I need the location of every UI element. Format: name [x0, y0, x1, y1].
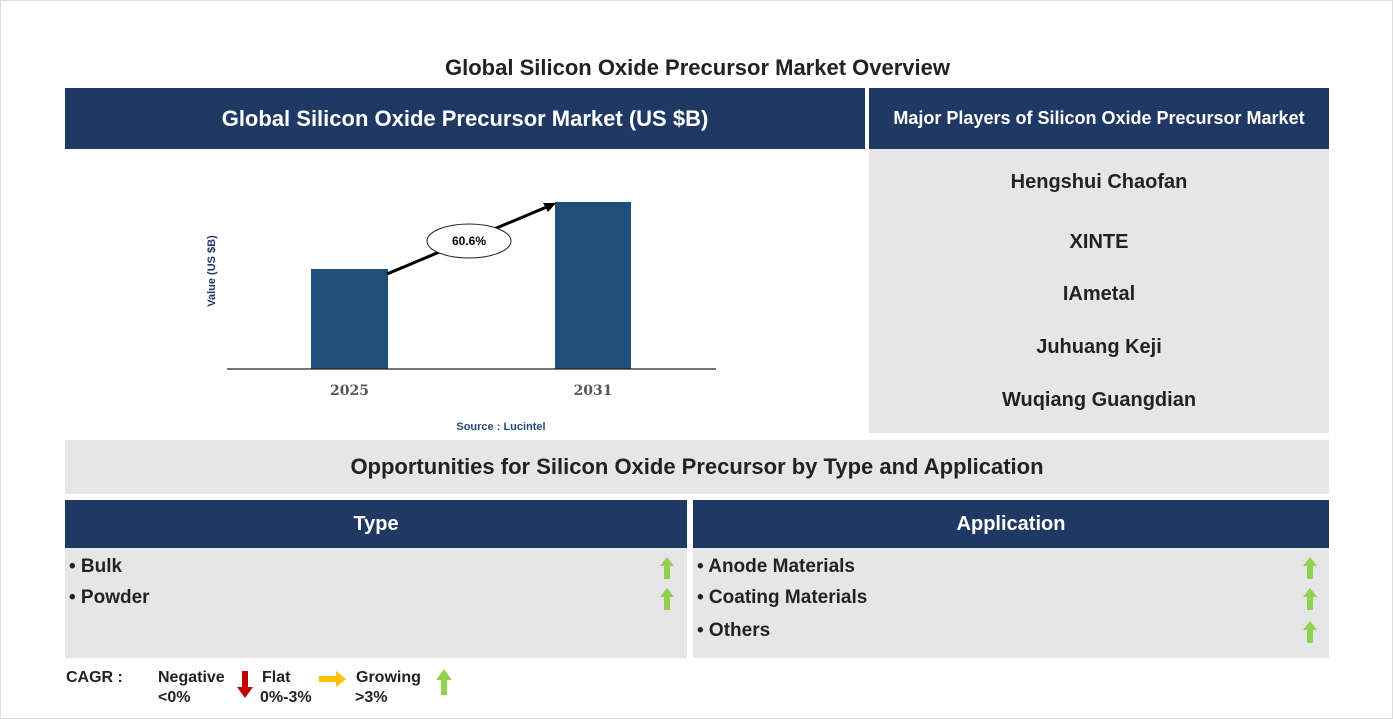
- list-item: • Coating Materials: [697, 587, 868, 608]
- x-tick-label: 2025: [330, 383, 369, 399]
- bar-2025: [311, 269, 388, 369]
- legend-flat-range: 0%-3%: [260, 689, 312, 706]
- list-item: • Bulk: [69, 556, 123, 577]
- cagr-ellipse: [426, 223, 512, 259]
- player-name: Hengshui Chaofan: [1010, 171, 1188, 193]
- player-name: IAmetal: [1062, 283, 1136, 305]
- application-list: • Anode Materials • Coating Materials • Ot…: [693, 548, 1329, 658]
- player-name: Juhuang Keji: [1036, 336, 1162, 358]
- players-panel: Hengshui Chaofan XINTE IAmetal Juhuang Keji…: [869, 149, 1329, 433]
- x-tick-label: 2031: [574, 383, 613, 399]
- down-arrow-icon: [237, 671, 253, 698]
- legend-label: CAGR :: [66, 669, 123, 686]
- player-name: XINTE: [1069, 231, 1129, 253]
- legend-flat: Flat: [262, 669, 291, 686]
- legend-growing: Growing: [356, 669, 421, 686]
- bar-2031: [555, 202, 631, 369]
- up-arrow-icon: [660, 588, 674, 610]
- up-arrow-icon: [1303, 621, 1317, 643]
- up-arrow-icon: [436, 669, 452, 695]
- type-list: • Bulk • Powder: [65, 548, 687, 658]
- legend-growing-range: >3%: [355, 689, 388, 706]
- list-item: • Anode Materials: [697, 556, 855, 577]
- players-header: Major Players of Silicon Oxide Precursor…: [869, 88, 1329, 149]
- type-header: Type: [65, 500, 687, 548]
- market-chart: Value (US $B) 2025 2031 60.6% Source : Lu…: [206, 202, 716, 433]
- up-arrow-icon: [1303, 588, 1317, 610]
- list-item: • Others: [697, 620, 771, 641]
- cagr-label: 60.6%: [452, 234, 486, 248]
- y-axis-label: Value (US $B): [206, 235, 218, 307]
- player-name: Wuqiang Guangdian: [1001, 389, 1197, 411]
- legend-negative: Negative: [158, 669, 225, 686]
- right-arrow-icon: [319, 671, 346, 687]
- up-arrow-icon: [1303, 557, 1317, 579]
- arrow-head: [543, 203, 556, 212]
- source-label: Source : Lucintel: [456, 421, 545, 433]
- legend-negative-range: <0%: [158, 689, 191, 706]
- market-header: Global Silicon Oxide Precursor Market (U…: [65, 88, 865, 149]
- up-arrow-icon: [660, 557, 674, 579]
- list-item: • Powder: [69, 587, 150, 608]
- page-title: Global Silicon Oxide Precursor Market Ov…: [445, 55, 950, 80]
- application-header: Application: [693, 500, 1329, 548]
- opportunities-title: Opportunities for Silicon Oxide Precurso…: [65, 440, 1329, 494]
